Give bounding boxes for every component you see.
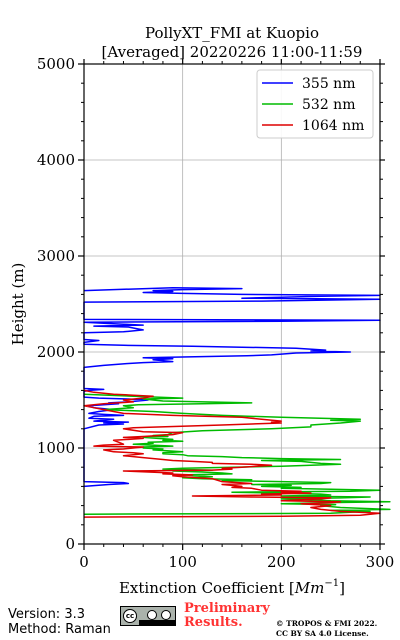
preliminary-notice: Preliminary Results. [184,602,279,630]
by-icon [147,610,157,620]
legend: 355 nm 532 nm 1064 nm [256,69,374,139]
x-tick-label: 300 [366,553,395,571]
series-line-355-nm [83,286,381,488]
y-tick-label: 2000 [37,343,75,361]
legend-items: 355 nm 532 nm 1064 nm [262,76,364,134]
legend-box [256,69,374,139]
chart-subtitle: [Averaged] 20220226 11:00-11:59 [102,43,363,61]
y-tick-label: 5000 [37,55,75,73]
version-label: Version: 3.3 [8,607,85,622]
legend-label-355-nm: 355 nm [302,76,355,92]
y-axis-label: Height (m) [9,263,27,346]
copyright-line-2: CC BY SA 4.0 License. [276,629,369,638]
x-axis-label-exponent: −1 [324,578,339,589]
x-tick-label: 100 [168,553,197,571]
preliminary-line-1: Preliminary [184,601,270,616]
cc-icon: cc [123,609,137,623]
x-axis-label-close: ] [339,579,345,597]
copyright-notice: © TROPOS & FMI 2022. CC BY SA 4.0 Licens… [276,619,400,639]
sa-icon [161,610,171,620]
copyright-line-1: © TROPOS & FMI 2022. [276,619,378,628]
y-tick-label: 4000 [37,151,75,169]
x-axis-label: Extinction Coefficient [Mm−1] [119,578,345,597]
series-line-532-nm [83,393,391,515]
method-label: Method: Raman [8,622,111,637]
chart-title: PollyXT_FMI at Kuopio [145,24,319,42]
cc-license-badge: cc [120,606,176,626]
legend-label-532-nm: 532 nm [302,97,355,113]
x-tick-label: 0 [79,553,89,571]
y-tick-label: 1000 [37,439,75,457]
x-axis-label-text: Extinction Coefficient [ [119,579,295,597]
legend-label-1064-nm: 1064 nm [302,118,364,134]
series-layer [83,286,391,518]
x-axis-label-unit: Mm [294,579,325,597]
series-line-1064-nm [83,389,381,518]
license-strip [139,620,175,625]
preliminary-line-2: Results. [184,615,243,630]
y-tick-label: 3000 [37,247,75,265]
x-tick-label: 200 [267,553,296,571]
y-tick-label: 0 [65,535,75,553]
plot-frame [83,63,381,545]
